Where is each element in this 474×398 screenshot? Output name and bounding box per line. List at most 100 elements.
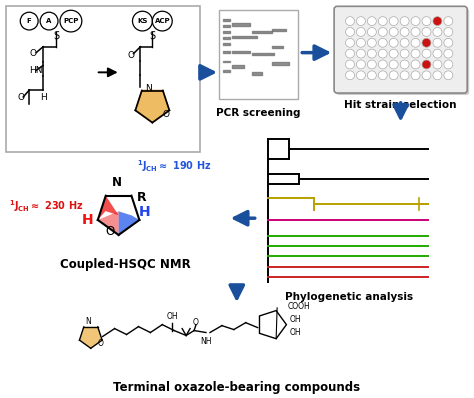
Circle shape: [422, 71, 431, 80]
Circle shape: [400, 49, 409, 58]
Circle shape: [422, 49, 431, 58]
Text: O: O: [127, 51, 134, 60]
Text: $\mathbf{^1J_{CH}}$$\mathbf{\approx}$ 190 Hz: $\mathbf{^1J_{CH}}$$\mathbf{\approx}$ 19…: [137, 158, 212, 174]
Circle shape: [367, 17, 376, 25]
Circle shape: [400, 27, 409, 36]
Circle shape: [422, 60, 431, 69]
Circle shape: [444, 71, 453, 80]
Text: PCP: PCP: [63, 18, 79, 24]
Text: Coupled-HSQC NMR: Coupled-HSQC NMR: [60, 258, 191, 271]
Circle shape: [378, 49, 387, 58]
Text: S: S: [53, 31, 59, 41]
Polygon shape: [98, 211, 118, 235]
Circle shape: [378, 17, 387, 25]
Circle shape: [152, 11, 172, 31]
Circle shape: [400, 17, 409, 25]
Text: H: H: [138, 205, 150, 219]
Text: R: R: [137, 191, 146, 204]
Polygon shape: [118, 211, 139, 235]
Circle shape: [40, 12, 58, 30]
Circle shape: [367, 60, 376, 69]
Circle shape: [346, 27, 355, 36]
Text: $\mathbf{^1J_{CH}}$$\mathbf{\approx}$ 230 Hz: $\mathbf{^1J_{CH}}$$\mathbf{\approx}$ 23…: [9, 199, 83, 214]
Circle shape: [400, 71, 409, 80]
Circle shape: [367, 71, 376, 80]
Circle shape: [367, 27, 376, 36]
Circle shape: [433, 17, 442, 25]
Circle shape: [389, 38, 398, 47]
Circle shape: [346, 60, 355, 69]
Circle shape: [356, 71, 365, 80]
FancyBboxPatch shape: [334, 6, 467, 93]
Circle shape: [444, 27, 453, 36]
Circle shape: [133, 11, 152, 31]
Text: KS: KS: [137, 18, 147, 24]
Circle shape: [433, 38, 442, 47]
Circle shape: [378, 38, 387, 47]
Polygon shape: [259, 310, 286, 339]
Circle shape: [422, 38, 431, 47]
Text: H: H: [82, 213, 94, 227]
Circle shape: [411, 27, 420, 36]
Text: COOH: COOH: [287, 302, 310, 311]
Circle shape: [444, 38, 453, 47]
Circle shape: [346, 17, 355, 25]
Circle shape: [356, 60, 365, 69]
FancyBboxPatch shape: [6, 6, 200, 152]
Circle shape: [389, 60, 398, 69]
Text: NH: NH: [200, 338, 212, 346]
Polygon shape: [80, 327, 102, 348]
Circle shape: [433, 27, 442, 36]
Text: O: O: [98, 339, 104, 348]
Text: O: O: [193, 318, 199, 327]
Circle shape: [422, 17, 431, 25]
Circle shape: [444, 49, 453, 58]
Text: OH: OH: [290, 315, 301, 324]
Circle shape: [433, 60, 442, 69]
Polygon shape: [136, 90, 169, 123]
Text: Hit strain selection: Hit strain selection: [345, 100, 457, 110]
Text: N: N: [111, 176, 122, 189]
Circle shape: [346, 38, 355, 47]
Text: A: A: [46, 18, 52, 24]
Circle shape: [356, 17, 365, 25]
Text: O: O: [30, 49, 36, 58]
Circle shape: [444, 17, 453, 25]
Circle shape: [422, 27, 431, 36]
Text: N: N: [145, 84, 152, 93]
Text: S: S: [149, 31, 155, 41]
Circle shape: [411, 49, 420, 58]
Circle shape: [346, 49, 355, 58]
Text: HN: HN: [29, 66, 43, 75]
Circle shape: [400, 38, 409, 47]
Circle shape: [389, 27, 398, 36]
Text: ACP: ACP: [155, 18, 170, 24]
Text: F: F: [27, 18, 32, 24]
FancyBboxPatch shape: [336, 8, 469, 95]
FancyBboxPatch shape: [219, 10, 298, 99]
Circle shape: [411, 17, 420, 25]
Circle shape: [389, 49, 398, 58]
Text: OH: OH: [166, 312, 178, 321]
Circle shape: [356, 38, 365, 47]
Circle shape: [389, 17, 398, 25]
Circle shape: [433, 49, 442, 58]
Circle shape: [378, 71, 387, 80]
Text: O: O: [163, 110, 170, 119]
Circle shape: [60, 10, 82, 32]
Text: O: O: [105, 225, 114, 238]
Circle shape: [389, 71, 398, 80]
Text: Phylogenetic analysis: Phylogenetic analysis: [285, 292, 413, 302]
Circle shape: [356, 27, 365, 36]
Circle shape: [356, 49, 365, 58]
Circle shape: [367, 49, 376, 58]
Circle shape: [378, 60, 387, 69]
Circle shape: [444, 60, 453, 69]
Circle shape: [411, 38, 420, 47]
Polygon shape: [98, 196, 118, 220]
Circle shape: [20, 12, 38, 30]
Text: OH: OH: [290, 328, 301, 337]
Text: H: H: [40, 94, 46, 102]
Circle shape: [411, 71, 420, 80]
Circle shape: [400, 60, 409, 69]
